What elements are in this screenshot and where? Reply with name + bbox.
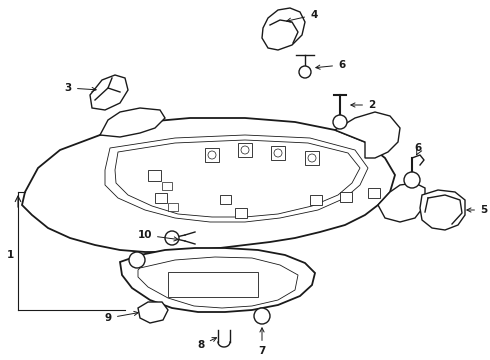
Ellipse shape — [117, 197, 131, 219]
Bar — [235, 208, 247, 218]
Circle shape — [299, 66, 311, 78]
Circle shape — [274, 149, 282, 157]
Circle shape — [208, 151, 216, 159]
Polygon shape — [420, 190, 465, 230]
Circle shape — [333, 115, 347, 129]
Text: 9: 9 — [105, 311, 138, 323]
Circle shape — [254, 308, 270, 324]
Text: 10: 10 — [138, 230, 178, 241]
Polygon shape — [120, 248, 315, 312]
Text: 4: 4 — [287, 10, 318, 22]
Bar — [220, 195, 231, 204]
Bar — [310, 195, 322, 205]
Polygon shape — [262, 8, 305, 50]
Text: 3: 3 — [65, 83, 96, 93]
Polygon shape — [138, 257, 298, 308]
Polygon shape — [100, 108, 165, 137]
Text: 2: 2 — [351, 100, 375, 110]
Circle shape — [404, 172, 420, 188]
Text: 6: 6 — [316, 60, 345, 70]
Polygon shape — [335, 112, 400, 158]
Polygon shape — [105, 135, 368, 222]
Circle shape — [241, 146, 249, 154]
Polygon shape — [138, 302, 168, 323]
Bar — [205, 148, 219, 162]
Bar — [368, 188, 380, 198]
Circle shape — [165, 231, 179, 245]
Bar — [168, 203, 178, 211]
Bar — [271, 146, 285, 160]
Bar — [148, 170, 161, 181]
Text: 8: 8 — [198, 338, 217, 350]
Bar — [305, 151, 319, 165]
Bar — [238, 143, 252, 157]
Text: 6: 6 — [415, 143, 421, 153]
Polygon shape — [22, 118, 395, 252]
FancyBboxPatch shape — [178, 198, 214, 222]
Bar — [168, 272, 258, 297]
Text: 1: 1 — [6, 250, 14, 260]
Bar — [340, 192, 352, 202]
Polygon shape — [378, 183, 425, 222]
Circle shape — [129, 252, 145, 268]
Bar — [162, 182, 172, 190]
Circle shape — [308, 154, 316, 162]
Polygon shape — [115, 140, 360, 217]
Text: 5: 5 — [467, 205, 487, 215]
Polygon shape — [90, 75, 128, 110]
Text: 7: 7 — [258, 328, 266, 356]
Bar — [155, 193, 167, 203]
